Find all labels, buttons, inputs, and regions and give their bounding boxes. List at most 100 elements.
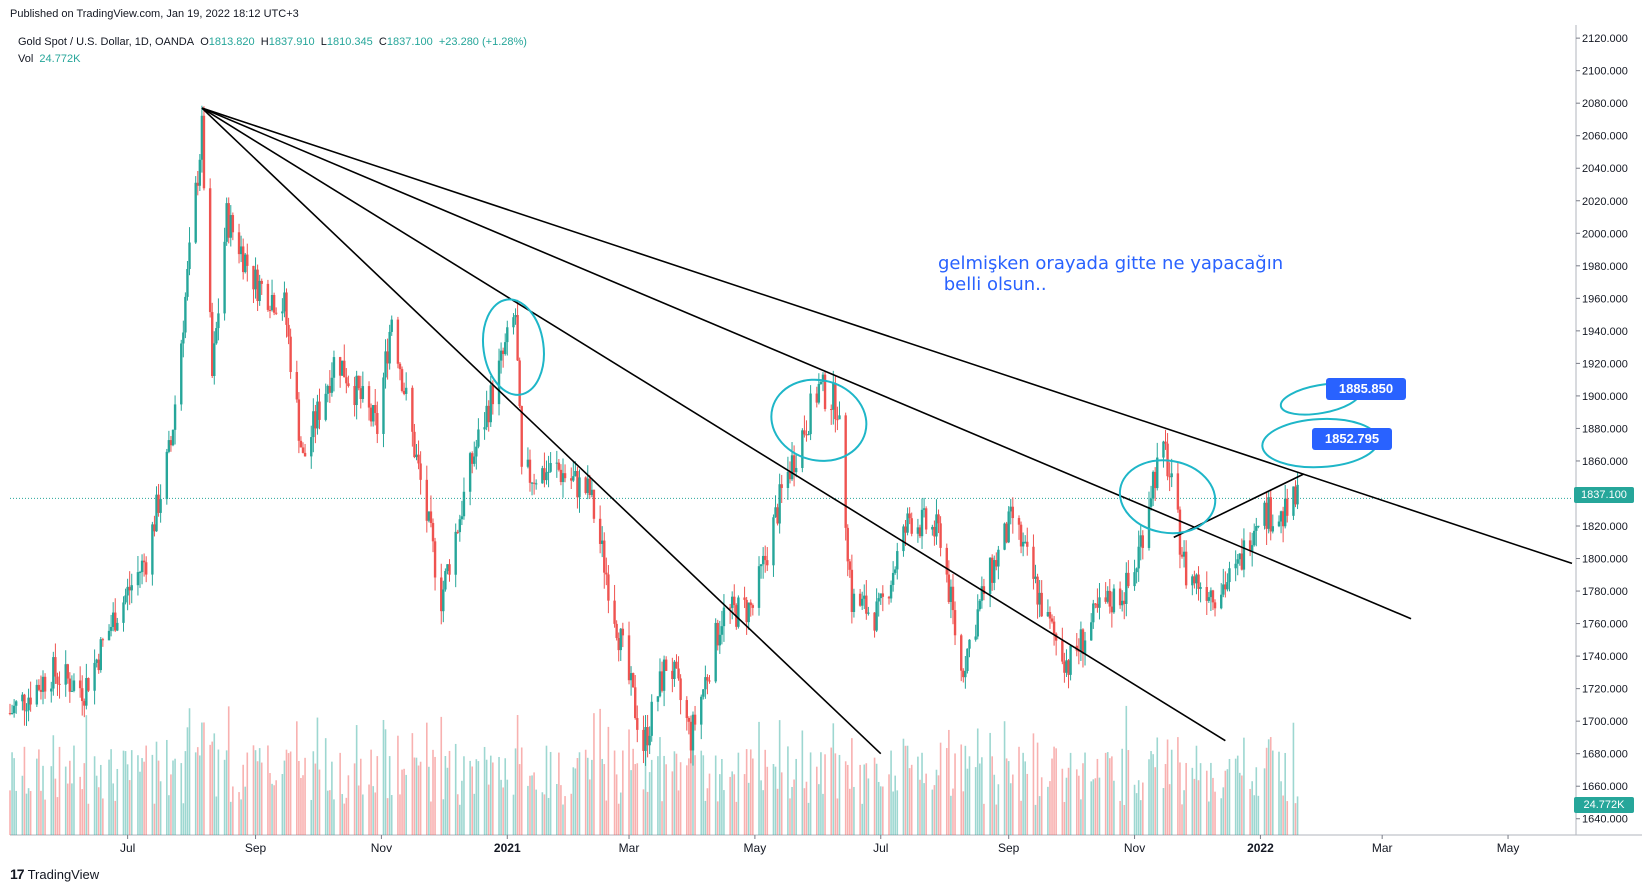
volume-bar <box>1185 762 1187 835</box>
candle-body <box>101 639 105 641</box>
volume-bar <box>1238 772 1241 835</box>
candle-body <box>1065 660 1068 673</box>
volume-bar <box>873 757 876 835</box>
volume-bar <box>904 745 907 835</box>
annotation-text[interactable]: gelmişken orayada gitte ne yapacağın bel… <box>938 253 1284 295</box>
candle-body <box>634 687 637 719</box>
volume-bar <box>545 745 548 835</box>
volume-bar <box>960 744 963 835</box>
price-tick-label: 2000.000 <box>1582 228 1628 240</box>
candle-body <box>933 526 936 537</box>
candle-body <box>801 430 804 468</box>
candle-body <box>29 697 32 705</box>
candle-body <box>631 673 635 688</box>
volume-bar <box>752 758 754 835</box>
trendline <box>201 107 1412 620</box>
volume-bar <box>99 764 102 835</box>
price-tick-label: 1900.000 <box>1582 391 1628 403</box>
candle-body <box>188 242 191 269</box>
candle-body <box>425 479 429 521</box>
candle-body <box>764 555 767 561</box>
volume-bar <box>875 763 878 835</box>
volume-bar <box>574 768 577 835</box>
candle-body <box>1125 572 1128 604</box>
volume-bar <box>917 756 919 835</box>
volume-bar <box>758 721 760 835</box>
candle-body <box>1108 590 1111 607</box>
candle-body <box>586 478 589 493</box>
candle-body <box>318 401 321 420</box>
candle-body <box>894 569 897 573</box>
candle-body <box>384 351 387 378</box>
candle-body <box>237 232 241 255</box>
volume-bar <box>56 797 59 835</box>
candle-body <box>355 375 358 406</box>
volume-bar <box>719 774 721 835</box>
volume-bar <box>844 761 847 835</box>
tradingview-footer[interactable]: 17 TradingView <box>10 866 99 882</box>
change-value: +23.280 (+1.28%) <box>438 36 527 48</box>
candle-body <box>471 453 474 464</box>
candle-body <box>254 269 257 290</box>
candle-body <box>415 454 418 458</box>
time-tick-label: 2021 <box>494 841 521 855</box>
volume-bar <box>520 747 523 835</box>
volume-bar <box>795 758 797 835</box>
price-label-1885[interactable]: 1885.850 <box>1326 378 1406 400</box>
candle-body <box>283 292 286 312</box>
candle-body <box>1079 629 1083 652</box>
candle-body <box>1199 587 1202 589</box>
candle-body <box>1162 441 1165 458</box>
volume-bar <box>186 727 189 835</box>
candle-body <box>72 680 76 691</box>
candle-body <box>301 447 305 453</box>
volume-bar <box>809 752 812 835</box>
candle-body <box>396 319 400 364</box>
volume-bar <box>256 761 259 835</box>
candle-body <box>807 434 810 436</box>
volume-bar <box>514 748 517 835</box>
volume-bar <box>444 756 447 835</box>
candle-body <box>821 374 825 382</box>
candle-body <box>81 688 84 702</box>
volume-bar <box>114 800 117 835</box>
candle-body <box>706 677 709 681</box>
highlight-circle <box>482 298 545 396</box>
candle-body <box>281 311 284 314</box>
volume-bar <box>603 764 606 835</box>
volume-bar <box>1061 768 1064 835</box>
volume-bar <box>1193 778 1196 835</box>
candle-body <box>968 639 971 649</box>
volume-bar <box>1220 798 1223 835</box>
candle-body <box>194 182 197 243</box>
candle-body <box>138 572 142 574</box>
price-label-1852[interactable]: 1852.795 <box>1312 428 1392 450</box>
volume-bar <box>1026 773 1029 835</box>
candle-body <box>518 360 521 407</box>
candle-body <box>390 319 393 332</box>
volume-bar <box>968 756 971 835</box>
candle-body <box>111 612 115 627</box>
volume-bar <box>485 759 488 835</box>
volume-bar <box>316 717 319 835</box>
candle-body <box>896 551 899 570</box>
candle-body <box>37 684 41 690</box>
candle-body <box>867 612 870 614</box>
price-tick-label: 1640.000 <box>1582 814 1628 826</box>
candle-body <box>743 597 746 600</box>
trendline <box>201 107 882 755</box>
volume-bar <box>141 758 143 835</box>
volume-bar <box>679 762 682 835</box>
volume-bar <box>966 768 969 835</box>
candle-body <box>1118 588 1122 606</box>
candle-body <box>1182 551 1186 557</box>
volume-bar <box>1133 784 1136 835</box>
candle-body <box>830 409 833 411</box>
volume-bar <box>64 766 67 835</box>
volume-bar <box>40 790 42 835</box>
candle-body <box>964 671 967 678</box>
last-price-tag: 1837.100 <box>1574 487 1634 503</box>
candle-body <box>516 314 519 361</box>
volume-bar <box>877 781 880 835</box>
